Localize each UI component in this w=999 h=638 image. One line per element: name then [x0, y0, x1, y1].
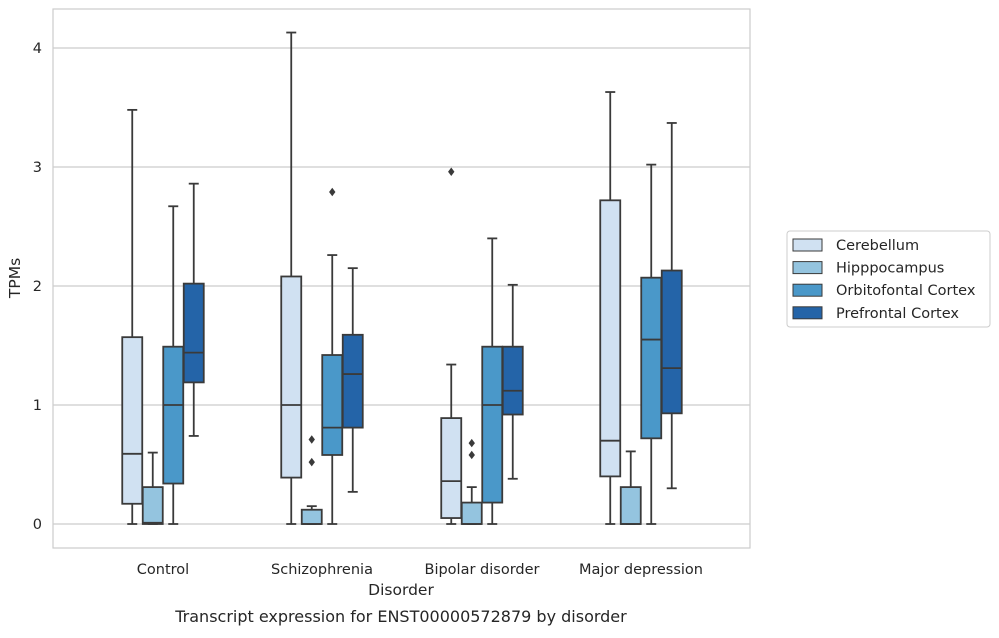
legend-swatch: [792, 283, 823, 297]
y-tick-label: 2: [33, 279, 42, 295]
y-tick-label: 1: [33, 398, 42, 414]
box-group: [141, 451, 164, 525]
box-group: [619, 450, 642, 525]
box-body: [481, 345, 504, 504]
box-group: [300, 435, 323, 525]
box-body: [341, 333, 364, 429]
legend-swatch: [792, 238, 823, 252]
box-group: [341, 267, 364, 493]
box-body: [321, 354, 344, 456]
legend-label: Orbitofontal Cortex: [836, 283, 976, 299]
box-body: [141, 486, 164, 525]
box-group: [481, 237, 504, 525]
box-body: [280, 275, 303, 479]
x-axis-title: Disorder: [368, 581, 434, 599]
x-tick-label: Bipolar disorder: [425, 562, 540, 578]
box-body: [501, 345, 524, 416]
legend-label: Hipppocampus: [836, 261, 944, 277]
x-tick-label: Major depression: [579, 562, 703, 578]
box-group: [460, 438, 483, 525]
outlier-marker: [308, 435, 315, 444]
outlier-marker: [329, 187, 336, 197]
box-group: [182, 182, 205, 437]
outlier-marker: [468, 450, 475, 460]
box-body: [599, 199, 622, 478]
box-body: [460, 501, 483, 525]
y-axis-title: TPMs: [6, 258, 24, 299]
x-tick-label: Schizophrenia: [271, 562, 373, 578]
x-tick-label: Control: [137, 562, 189, 578]
box-group: [280, 31, 303, 525]
box-group: [640, 163, 663, 525]
legend-label: Prefrontal Cortex: [836, 306, 959, 322]
outlier-marker: [468, 438, 475, 448]
box-body: [619, 486, 642, 525]
box-group: [162, 205, 185, 525]
y-tick-label: 0: [33, 517, 42, 533]
box-group: [660, 122, 683, 490]
legend: Cerebellum Hipppocampus Orbitofontal Corte…: [786, 230, 991, 328]
chart-caption: Transcript expression for ENST0000057287…: [174, 607, 627, 626]
legend-label: Cerebellum: [836, 238, 919, 254]
legend-swatch: [792, 261, 823, 275]
box-group: [501, 283, 524, 480]
outlier-marker: [308, 457, 315, 467]
box-body: [640, 276, 663, 440]
box-body: [121, 336, 144, 505]
outlier-marker: [448, 167, 455, 176]
y-tick-label: 4: [33, 41, 42, 57]
x-tick-labels: Control Schizophrenia Bipolar disorder Majo…: [137, 562, 703, 578]
plot-border: [52, 8, 751, 549]
y-tick-labels: 0 1 2 3 4: [33, 41, 42, 533]
box-body: [300, 508, 323, 525]
box-group: [440, 167, 463, 525]
box-body: [162, 345, 185, 485]
y-tick-label: 3: [33, 160, 42, 176]
box-group: [121, 108, 144, 525]
box-body: [182, 282, 205, 384]
legend-swatch: [792, 306, 823, 320]
box-layer: [121, 31, 683, 525]
box-body: [660, 269, 683, 415]
box-body: [440, 417, 463, 519]
legend-frame: [786, 230, 991, 328]
box-group: [599, 91, 622, 525]
